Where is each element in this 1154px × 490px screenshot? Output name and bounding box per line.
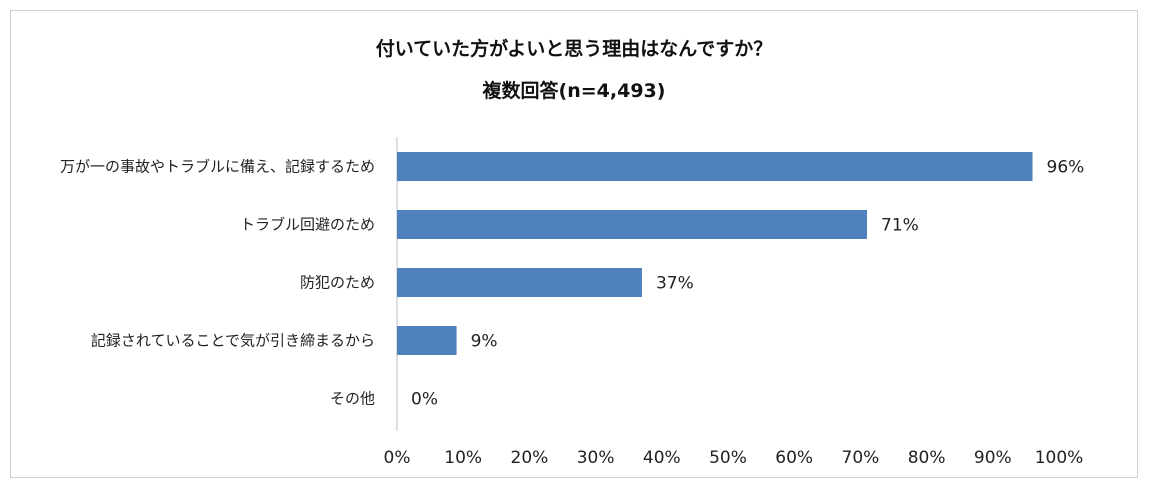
x-tick-1: 10% <box>444 448 482 468</box>
data-label-0: 96% <box>1047 158 1085 178</box>
data-label-4: 0% <box>411 390 438 410</box>
bar-3 <box>397 326 457 355</box>
x-tick-4: 40% <box>643 448 681 468</box>
category-labels: 万が一の事故やトラブルに備え、記録するためトラブル回避のため防犯のため記録されて… <box>60 158 375 408</box>
bar-2 <box>397 268 642 297</box>
bar-0 <box>397 152 1033 181</box>
chart-frame: 付いていた方がよいと思う理由はなんですか？ 複数回答(n=4,493) 万が一の… <box>10 10 1138 478</box>
x-tick-2: 20% <box>511 448 549 468</box>
bars-layer <box>397 152 1033 355</box>
x-tick-7: 70% <box>842 448 880 468</box>
chart-subtitle: 複数回答(n=4,493) <box>482 79 666 102</box>
data-label-3: 9% <box>471 332 498 352</box>
category-label-2: 防犯のため <box>300 274 375 292</box>
x-tick-0: 0% <box>384 448 411 468</box>
x-tick-10: 100% <box>1035 448 1084 468</box>
category-label-0: 万が一の事故やトラブルに備え、記録するため <box>60 158 375 176</box>
category-label-1: トラブル回避のため <box>240 216 375 234</box>
bar-chart: 付いていた方がよいと思う理由はなんですか？ 複数回答(n=4,493) 万が一の… <box>60 37 1084 468</box>
category-label-4: その他 <box>330 390 375 408</box>
chart-title: 付いていた方がよいと思う理由はなんですか？ <box>376 37 773 60</box>
x-tick-3: 30% <box>577 448 615 468</box>
x-tick-5: 50% <box>709 448 747 468</box>
x-tick-labels: 0% 10% 20% 30% 40% 50% 60% 70% 80% 90% 100% <box>384 448 1084 468</box>
data-label-2: 37% <box>656 274 694 294</box>
bar-1 <box>397 210 868 239</box>
x-tick-8: 80% <box>908 448 946 468</box>
data-labels: 96% 71% 37% 9% 0% <box>411 158 1084 410</box>
data-label-1: 71% <box>881 216 919 236</box>
category-label-3: 記録されていることで気が引き締まるから <box>91 332 375 350</box>
x-tick-9: 90% <box>974 448 1012 468</box>
x-tick-6: 60% <box>775 448 813 468</box>
